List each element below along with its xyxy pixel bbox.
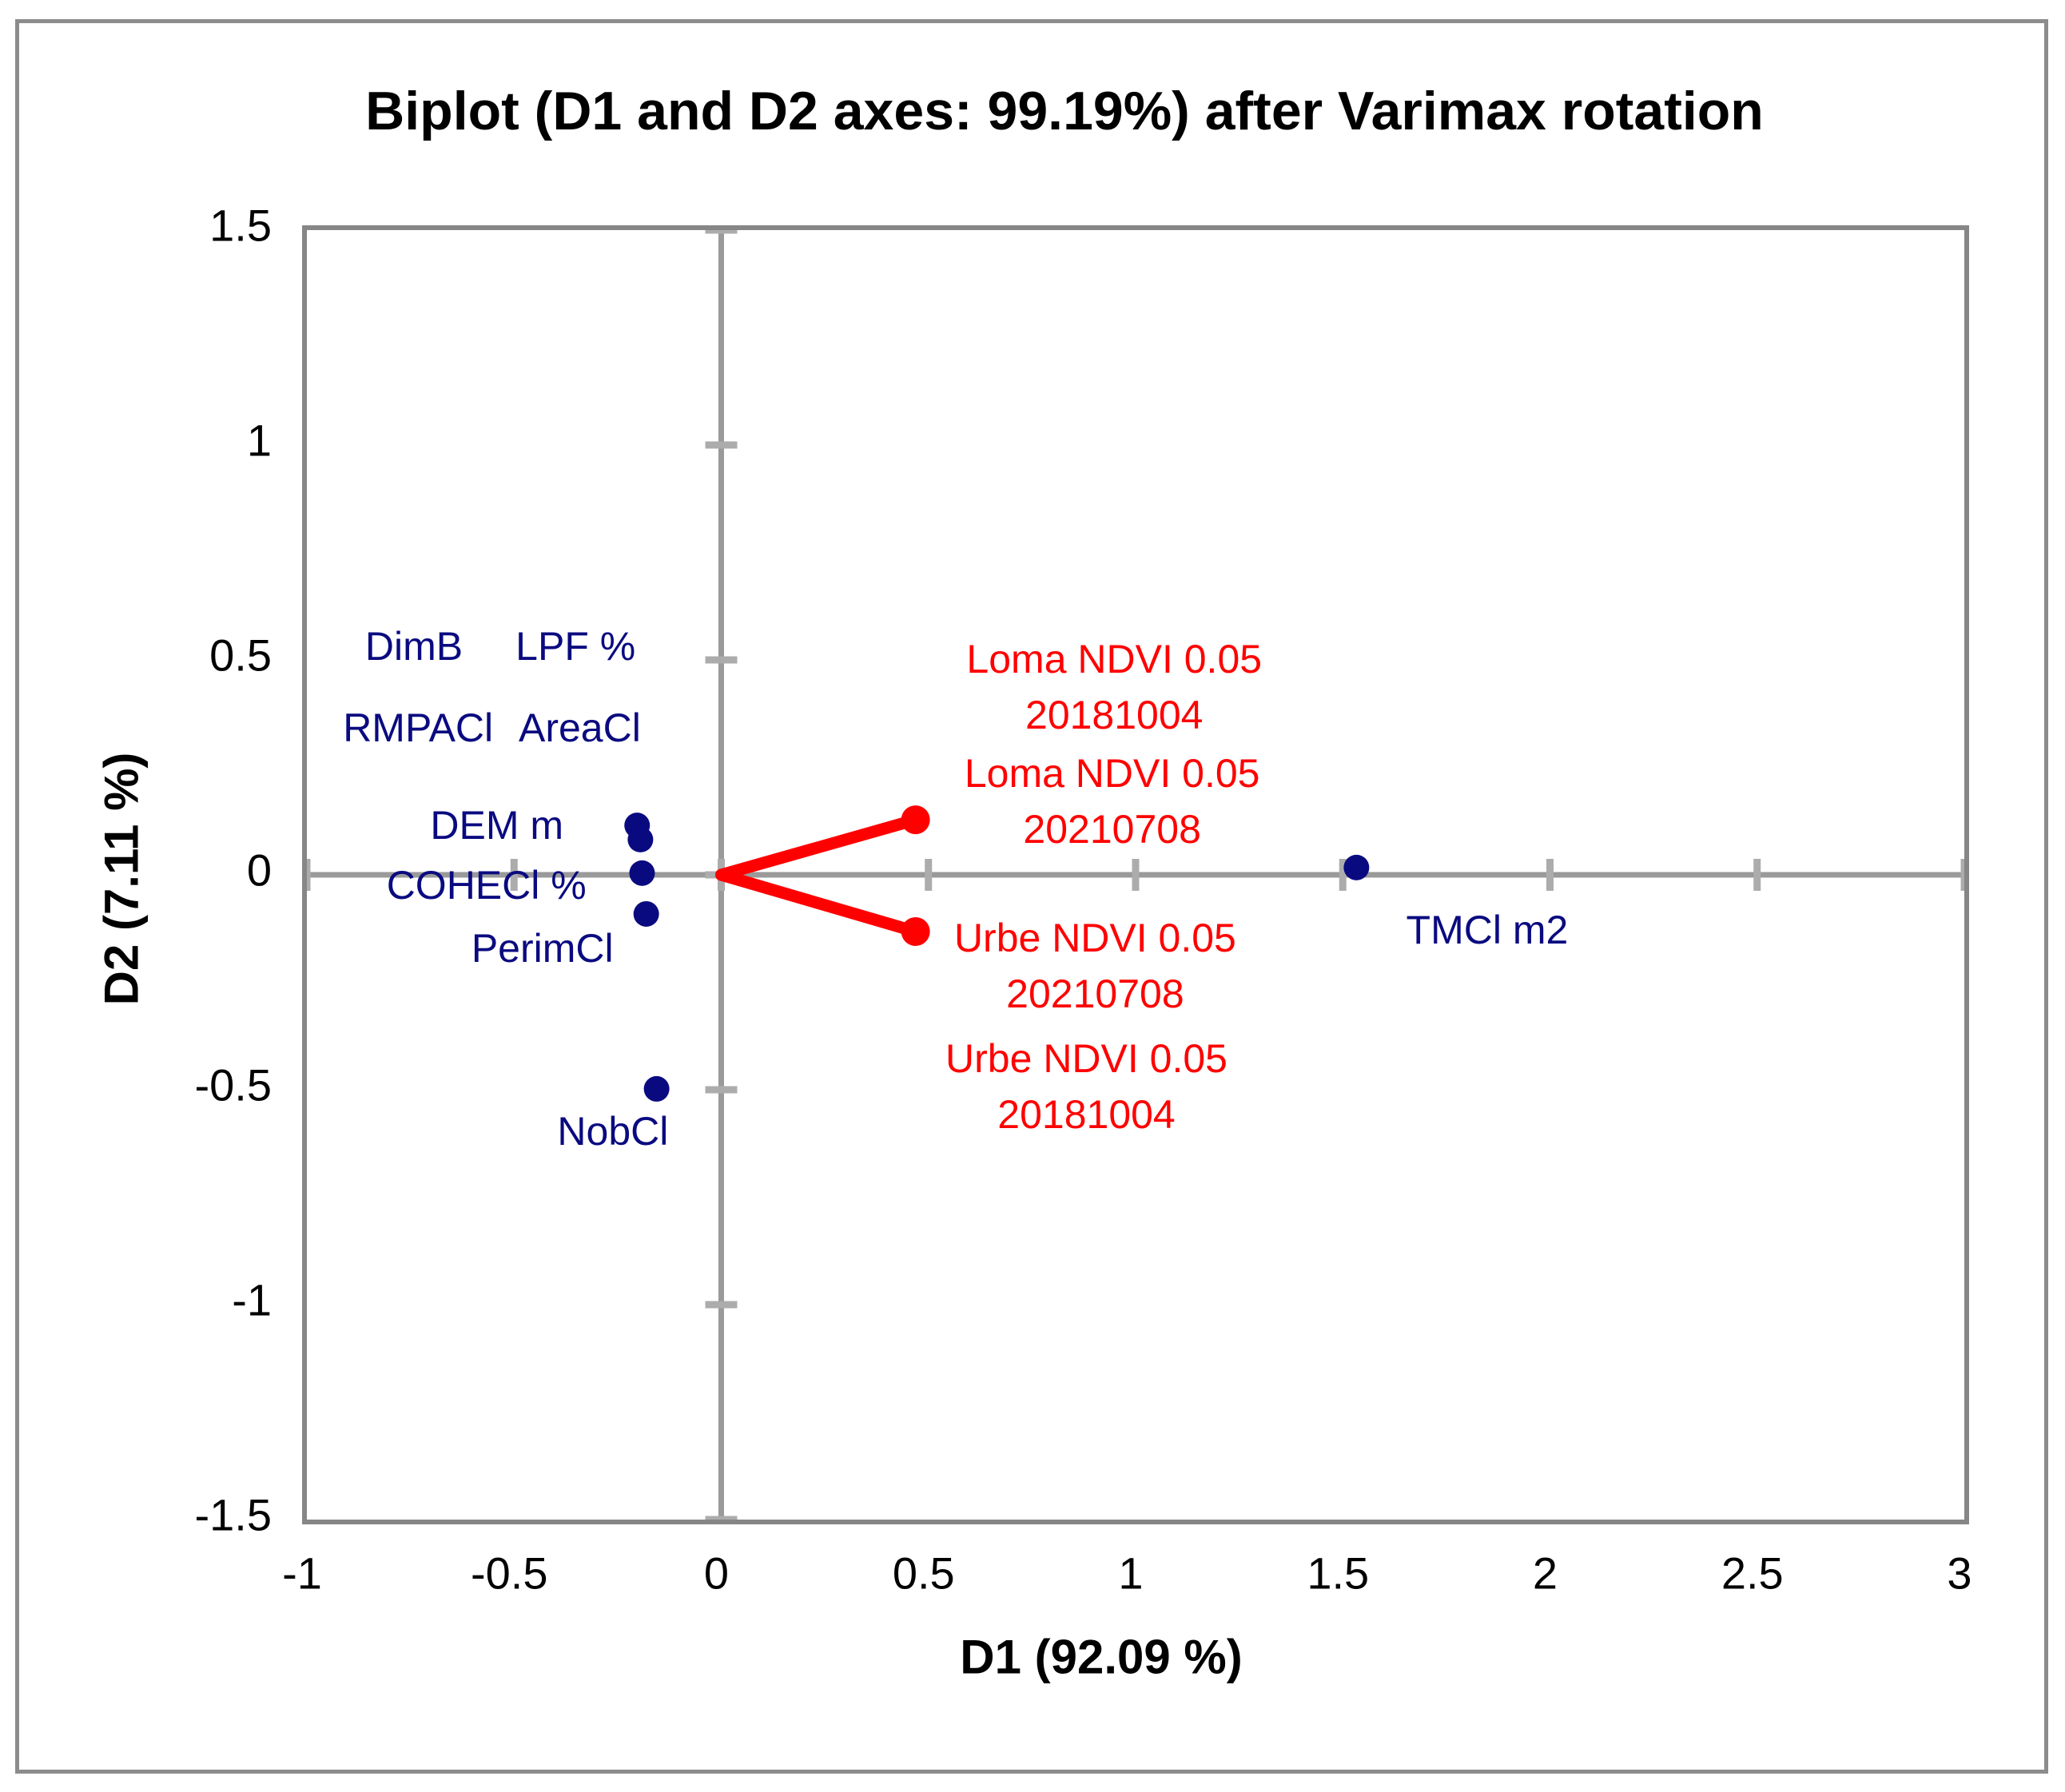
observation-label-line: Loma NDVI 0.05: [966, 637, 1263, 682]
observation-label-line: 20181004: [997, 1092, 1176, 1138]
variable-label: DimB: [364, 624, 464, 670]
variable-label: COHECl %: [386, 862, 587, 908]
y-tick-label: -1: [232, 1274, 272, 1325]
observation-label: Loma NDVI 0.05 20210708: [965, 745, 1260, 857]
observation-label-line: 20181004: [1025, 693, 1204, 738]
x-tick-label: 2: [1532, 1548, 1558, 1599]
x-tick-label: 1: [1118, 1548, 1144, 1599]
figure-border: [15, 19, 2048, 1774]
y-tick-label: 1.5: [209, 200, 272, 251]
observation-vector-head: [901, 917, 930, 947]
observation-vector: [715, 813, 922, 881]
y-tick-label: 0: [246, 844, 272, 896]
variable-label: PerimCl: [471, 925, 614, 971]
variable-label: LPF %: [515, 624, 636, 670]
observation-label: Urbe NDVI 0.05 20181004: [945, 1031, 1227, 1142]
x-tick-label: 1.5: [1307, 1548, 1370, 1599]
observation-label-line: 20210708: [1023, 806, 1201, 852]
observation-label-line: Loma NDVI 0.05: [964, 750, 1260, 796]
plot-area: [302, 225, 1969, 1524]
variable-point: [627, 826, 654, 852]
biplot-canvas: [307, 230, 1964, 1520]
variable-point: [1343, 854, 1370, 880]
observation-label-line: Urbe NDVI 0.05: [945, 1036, 1227, 1082]
variable-point: [633, 900, 659, 927]
chart-title: Biplot (D1 and D2 axes: 99.19%) after Va…: [365, 81, 1764, 141]
observation-label: Loma NDVI 0.05 20181004: [966, 631, 1262, 743]
x-tick-label: 3: [1947, 1548, 1972, 1599]
variable-label: DEM m: [430, 802, 564, 848]
observation-vector-head: [901, 805, 930, 835]
observation-label: Urbe NDVI 0.05 20210708: [954, 910, 1236, 1022]
x-tick-label: 0.5: [892, 1548, 955, 1599]
observation-vector: [715, 868, 922, 938]
observation-label-line: 20210708: [1006, 971, 1184, 1016]
variable-label: AreaCl: [518, 705, 641, 751]
observation-label-line: Urbe NDVI 0.05: [953, 915, 1236, 960]
x-tick-label: 0: [703, 1548, 730, 1599]
x-axis-title: D1 (92.09 %): [960, 1630, 1243, 1684]
x-tick-label: 2.5: [1721, 1548, 1784, 1599]
variable-point: [629, 860, 655, 886]
y-tick-label: -1.5: [194, 1489, 273, 1540]
variable-label: NobCl: [557, 1108, 669, 1154]
x-tick-label: -0.5: [471, 1548, 548, 1599]
y-tick-label: -0.5: [194, 1059, 273, 1111]
variable-point: [643, 1075, 670, 1102]
variable-label: RMPACl: [343, 705, 494, 751]
y-tick-label: 1: [246, 415, 272, 466]
y-tick-label: 0.5: [209, 630, 272, 681]
x-tick-label: -1: [282, 1548, 322, 1599]
variable-label: TMCl m2: [1406, 908, 1569, 953]
